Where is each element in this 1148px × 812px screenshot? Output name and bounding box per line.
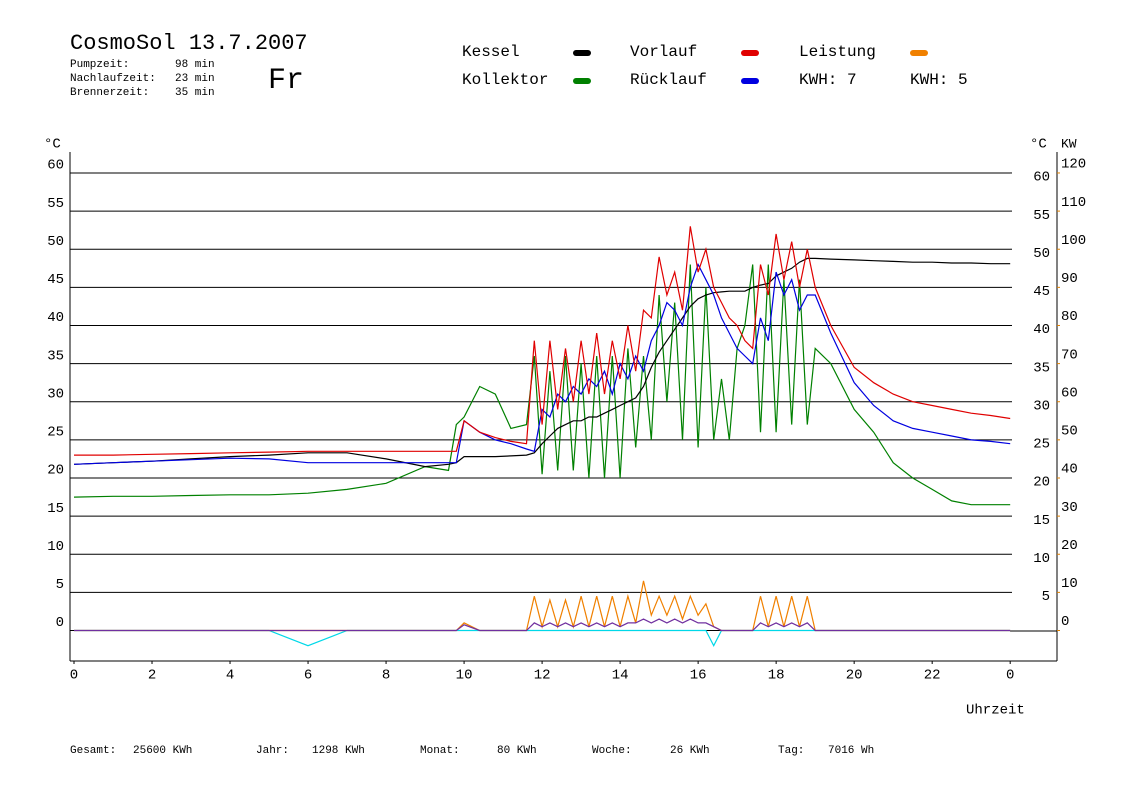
- y-tick-label: 40: [47, 310, 64, 326]
- y2-tick-label: 100: [1061, 233, 1086, 249]
- y2-tick-label: 10: [1061, 576, 1078, 592]
- y2-tick-label: 0: [1061, 614, 1069, 630]
- y-tick-label: 20: [47, 463, 64, 479]
- x-tick-label: 16: [690, 668, 707, 684]
- series-line: [73, 262, 1011, 465]
- y-tick-label: 60: [47, 158, 64, 174]
- info-label: Brennerzeit:: [70, 87, 149, 99]
- footer-label: Monat:: [420, 745, 460, 757]
- y-tick-label: 55: [47, 196, 64, 212]
- y-right-tick-label: 5: [1042, 589, 1050, 605]
- y-right-tick-label: 55: [1033, 208, 1050, 224]
- y2-tick-label: 30: [1061, 500, 1078, 516]
- y-tick-label: 10: [47, 539, 64, 555]
- y2-tick-label: 120: [1061, 157, 1086, 173]
- legend-label: Kollektor: [462, 71, 548, 89]
- legend-label: Kessel: [462, 43, 520, 61]
- series-line: [74, 580, 1011, 632]
- y-right-tick-label: 45: [1033, 284, 1050, 300]
- x-tick-label: 10: [456, 668, 473, 684]
- series-line: [73, 264, 1011, 506]
- legend-label: Rücklauf: [630, 71, 707, 89]
- y2-tick-label: 50: [1061, 424, 1078, 440]
- series-line: [74, 629, 1011, 648]
- y-right-tick-label: 15: [1033, 513, 1050, 529]
- x-tick-label: 0: [1006, 668, 1014, 684]
- x-tick-label: 14: [612, 668, 629, 684]
- y-right-label: °C: [1030, 137, 1047, 153]
- footer-value: 26 KWh: [670, 745, 710, 757]
- y-right-tick-label: 10: [1033, 551, 1050, 567]
- annotation: KWH: 7: [799, 71, 857, 89]
- footer-label: Tag:: [778, 745, 804, 757]
- annotation: KWH: 5: [910, 71, 968, 89]
- x-tick-label: 4: [226, 668, 234, 684]
- info-value: 98 min: [175, 59, 215, 71]
- y-tick-label: 0: [56, 615, 64, 631]
- x-axis-label: Uhrzeit: [966, 703, 1025, 719]
- y2-tick-label: 20: [1061, 538, 1078, 554]
- footer-label: Gesamt:: [70, 745, 116, 757]
- y2-tick-label: 110: [1061, 195, 1086, 211]
- footer-value: 80 KWh: [497, 745, 537, 757]
- footer-label: Woche:: [592, 745, 632, 757]
- series-line: [74, 618, 1011, 632]
- footer-label: Jahr:: [256, 745, 289, 757]
- y-right-tick-label: 35: [1033, 360, 1050, 376]
- y-tick-label: 5: [56, 577, 64, 593]
- y2-tick-label: 80: [1061, 309, 1078, 325]
- x-tick-label: 20: [846, 668, 863, 684]
- y-right-tick-label: 60: [1033, 170, 1050, 186]
- info-value: 23 min: [175, 73, 215, 85]
- y-tick-label: 25: [47, 425, 64, 441]
- y-tick-label: 35: [47, 348, 64, 364]
- y2-tick-label: 60: [1061, 385, 1078, 401]
- weekday: Fr: [268, 64, 304, 98]
- y2-tick-label: 40: [1061, 462, 1078, 478]
- y2-tick-label: 70: [1061, 347, 1078, 363]
- y2-axis-label: KW: [1061, 136, 1077, 151]
- x-tick-label: 2: [148, 668, 156, 684]
- y2-tick-label: 90: [1061, 271, 1078, 287]
- y-tick-label: 45: [47, 272, 64, 288]
- series-line: [74, 226, 1011, 456]
- legend-label: Leistung: [799, 43, 876, 61]
- x-tick-label: 0: [70, 668, 78, 684]
- info-label: Nachlaufzeit:: [70, 73, 156, 85]
- series-line: [73, 257, 1011, 468]
- footer-value: 25600 KWh: [133, 745, 192, 757]
- x-tick-label: 12: [534, 668, 551, 684]
- y-tick-label: 15: [47, 501, 64, 517]
- y-right-tick-label: 25: [1033, 437, 1050, 453]
- legend-label: Vorlauf: [630, 43, 697, 61]
- y-right-tick-label: 40: [1033, 322, 1050, 338]
- x-tick-label: 18: [768, 668, 785, 684]
- footer-value: 7016 Wh: [828, 745, 874, 757]
- y-tick-label: 50: [47, 234, 64, 250]
- x-tick-label: 22: [924, 668, 941, 684]
- y-right-tick-label: 50: [1033, 246, 1050, 262]
- y-right-tick-label: 20: [1033, 475, 1050, 491]
- y-right-tick-label: 30: [1033, 398, 1050, 414]
- y-axis-label: °C: [44, 137, 61, 153]
- info-value: 35 min: [175, 87, 215, 99]
- x-tick-label: 8: [382, 668, 390, 684]
- info-label: Pumpzeit:: [70, 59, 129, 71]
- x-tick-label: 6: [304, 668, 312, 684]
- chart-title: CosmoSol 13.7.2007: [70, 31, 308, 56]
- footer-value: 1298 KWh: [312, 745, 365, 757]
- y-tick-label: 30: [47, 386, 64, 402]
